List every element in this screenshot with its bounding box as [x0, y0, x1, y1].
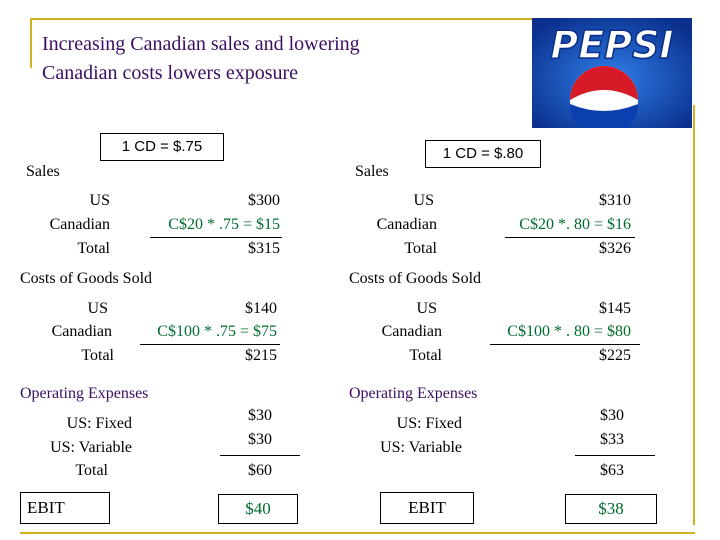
left-cogs-canadian-value: C$100 * .75 = $75: [157, 323, 277, 340]
left-sales-total-label: Total: [77, 240, 110, 257]
right-ebit-label-box: EBIT: [380, 492, 474, 524]
left-opex-total-label: Total: [75, 462, 108, 479]
right-opex-label: Operating Expenses: [349, 385, 478, 402]
right-sales-total-label: Total: [404, 240, 437, 257]
right-cogs-divider: [490, 344, 640, 345]
left-cogs-divider: [140, 344, 280, 345]
left-rate-box: 1 CD = $.75: [100, 133, 224, 161]
page-title-line-2: Canadian costs lowers exposure: [42, 62, 299, 84]
left-sales-canadian-label: Canadian: [49, 216, 110, 233]
left-opex-variable-value: $30: [248, 431, 272, 448]
right-ebit-value: $38: [598, 499, 624, 518]
right-rate-text: 1 CD = $.80: [442, 145, 524, 162]
right-cogs-label: Costs of Goods Sold: [349, 270, 482, 287]
right-sales-us-label: US: [413, 192, 434, 209]
left-sales-divider: [150, 237, 282, 238]
left-sales-total-value: $315: [248, 240, 280, 257]
left-ebit-value: $40: [245, 499, 271, 518]
right-opex-variable-label: US: Variable: [380, 439, 462, 456]
pepsi-logo: PEPSI: [532, 18, 692, 138]
left-cogs-total-label: Total: [81, 347, 114, 364]
left-cogs-canadian-label: Canadian: [51, 323, 112, 340]
right-cogs-total-label: Total: [409, 347, 442, 364]
left-sales-us-label: US: [89, 192, 110, 209]
right-rate-box: 1 CD = $.80: [425, 140, 541, 168]
pepsi-logo-text: PEPSI: [550, 23, 673, 67]
right-cogs-us-value: $145: [599, 300, 631, 317]
left-opex-label: Operating Expenses: [20, 385, 149, 402]
left-cogs-us-value: $140: [245, 300, 277, 317]
right-cogs-us-label: US: [416, 300, 437, 317]
right-sales-label: Sales: [355, 163, 389, 180]
left-sales-canadian-value: C$20 * .75 = $15: [168, 216, 280, 233]
frame-right-line: [693, 105, 695, 525]
right-opex-fixed-value: $30: [600, 407, 624, 424]
right-cogs-canadian-value: C$100 * . 80 = $80: [507, 323, 631, 340]
left-ebit-label-box: EBIT: [20, 492, 110, 524]
left-opex-variable-label: US: Variable: [50, 439, 132, 456]
left-cogs-total-value: $215: [245, 347, 277, 364]
left-cogs-us-label: US: [87, 300, 108, 317]
right-ebit-label: EBIT: [408, 498, 446, 517]
left-opex-fixed-value: $30: [248, 407, 272, 424]
right-sales-divider: [505, 237, 635, 238]
left-opex-fixed-label: US: Fixed: [66, 415, 132, 432]
left-rate-text: 1 CD = $.75: [121, 138, 203, 155]
right-opex-total-value: $63: [600, 462, 624, 479]
left-ebit-label: EBIT: [27, 498, 65, 517]
right-opex-fixed-label: US: Fixed: [396, 415, 462, 432]
right-opex-variable-value: $33: [600, 431, 624, 448]
right-cogs-canadian-label: Canadian: [381, 323, 442, 340]
right-opex-divider: [575, 455, 655, 456]
right-sales-canadian-value: C$20 *. 80 = $16: [519, 216, 631, 233]
left-cogs-label: Costs of Goods Sold: [20, 270, 153, 287]
right-sales-us-value: $310: [599, 192, 631, 209]
left-opex-divider: [220, 455, 300, 456]
left-sales-label: Sales: [26, 163, 60, 180]
left-opex-total-value: $60: [248, 462, 272, 479]
left-ebit-value-box: $40: [218, 494, 298, 524]
frame-bottom-line: [20, 532, 695, 534]
right-sales-total-value: $326: [599, 240, 631, 257]
right-cogs-total-value: $225: [599, 347, 631, 364]
frame-left-line: [30, 18, 32, 68]
right-ebit-value-box: $38: [565, 494, 657, 524]
frame-top-line: [30, 18, 680, 20]
left-sales-us-value: $300: [248, 192, 280, 209]
page-title-line-1: Increasing Canadian sales and lowering: [42, 33, 360, 55]
right-sales-canadian-label: Canadian: [376, 216, 437, 233]
